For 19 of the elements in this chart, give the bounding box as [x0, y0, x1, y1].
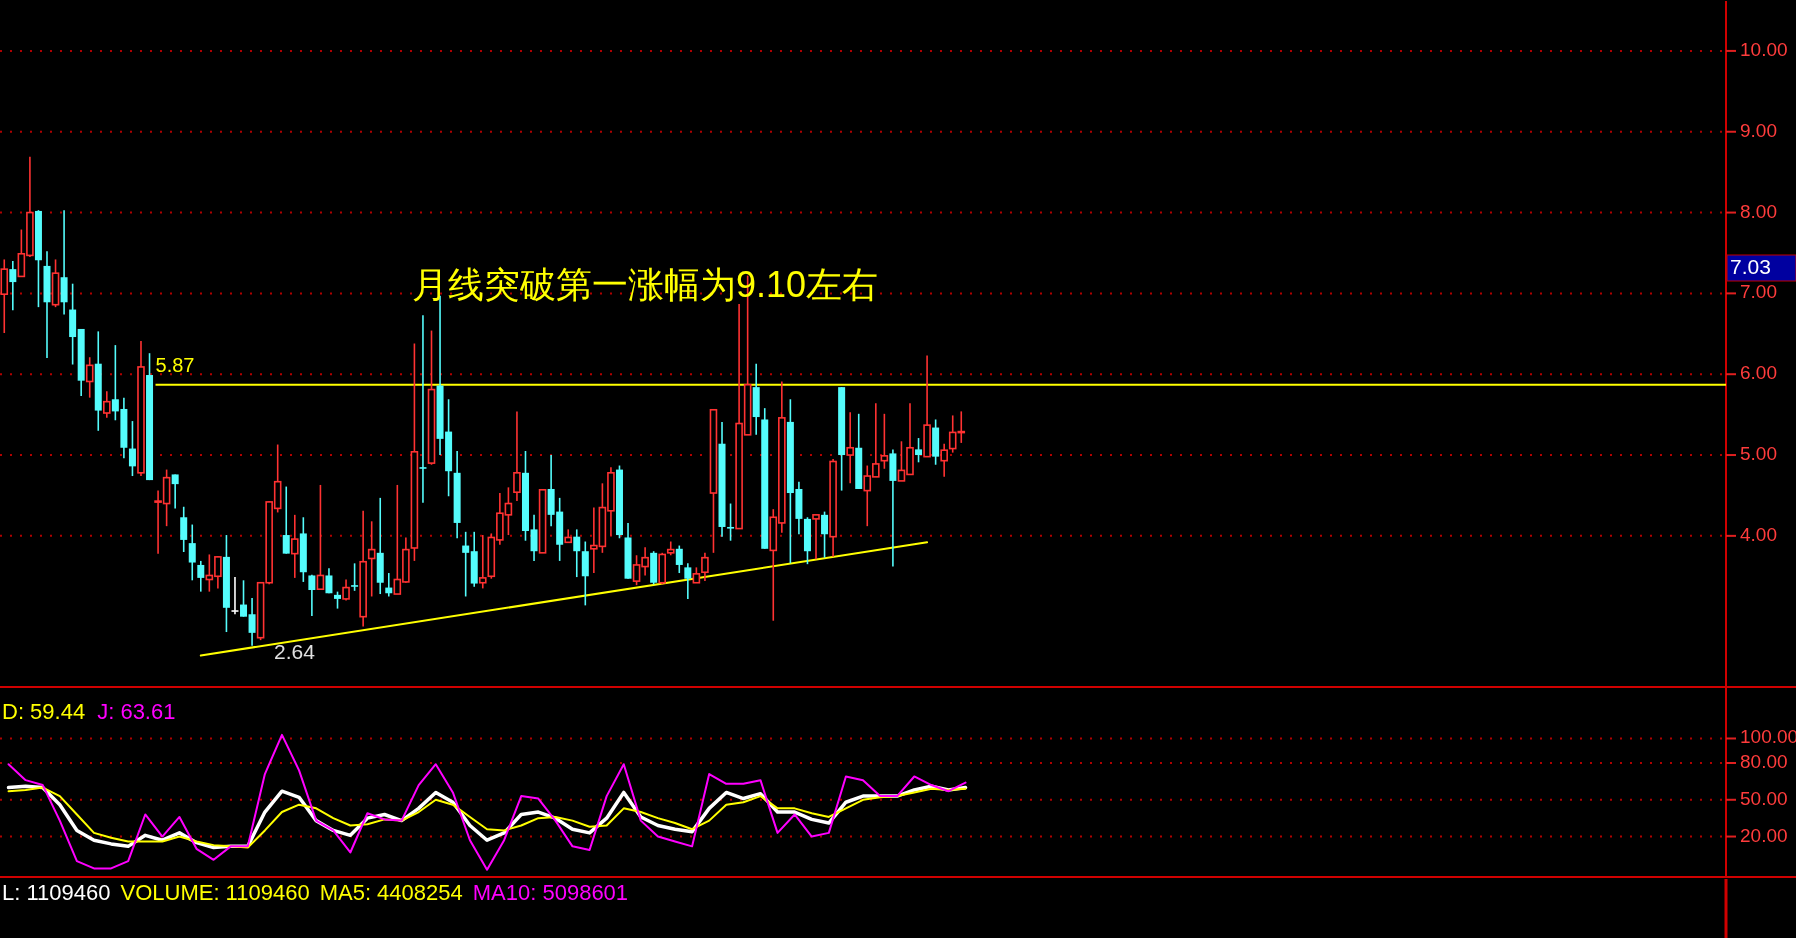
- annotation: 2.64: [274, 640, 316, 664]
- y-tick-label: 80.00: [1740, 751, 1788, 773]
- text: D: 59.44: [2, 698, 86, 724]
- y-tick-label: 9.00: [1740, 119, 1777, 141]
- ref-line-label: 5.87: [155, 354, 195, 376]
- text: MA5: 4408254: [319, 879, 463, 905]
- y-tick-label: 50.00: [1740, 787, 1788, 809]
- y-tick-label: 10.00: [1740, 38, 1788, 60]
- y-tick-label: 8.00: [1740, 200, 1777, 222]
- text: J: 63.61: [97, 698, 176, 724]
- text: L: 1109460: [2, 879, 111, 905]
- y-tick-label: 5.00: [1740, 443, 1777, 465]
- y-tick-label: 6.00: [1740, 362, 1777, 384]
- y-tick-label: 4.00: [1740, 523, 1777, 545]
- text: VOLUME: 1109460: [120, 879, 310, 905]
- y-tick-label: 20.00: [1740, 824, 1788, 846]
- text: MA10: 5098601: [472, 879, 629, 905]
- y-tick-label: 7.00: [1740, 281, 1777, 303]
- text: 7.03: [1730, 254, 1771, 278]
